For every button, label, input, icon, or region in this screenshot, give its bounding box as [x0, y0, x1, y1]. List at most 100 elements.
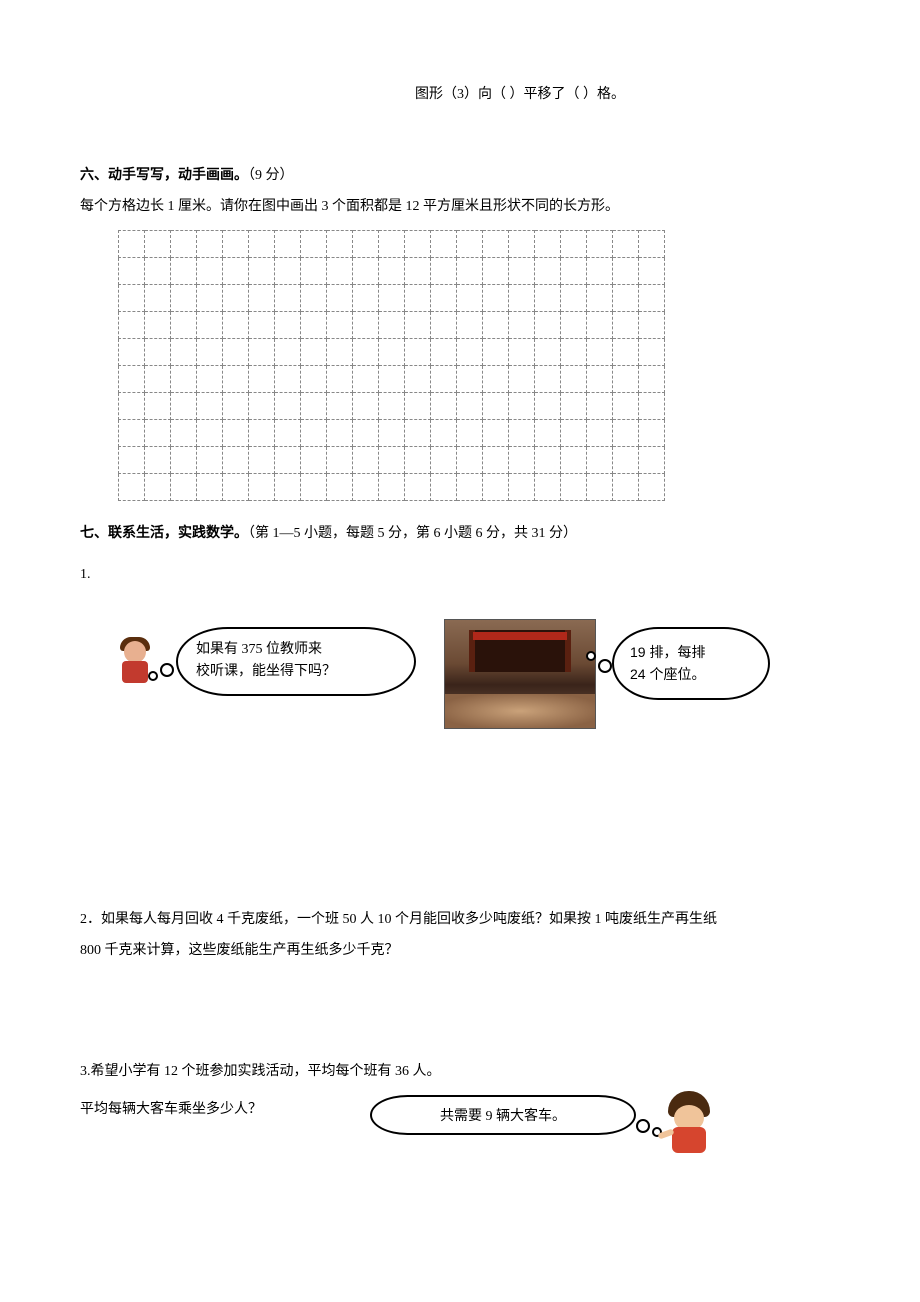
grid-cell [535, 393, 561, 420]
grid-cell [119, 285, 145, 312]
grid-cell [509, 366, 535, 393]
grid-cell [249, 420, 275, 447]
grid-cell [613, 339, 639, 366]
grid-cell [483, 285, 509, 312]
grid-cell [561, 366, 587, 393]
grid-cell [353, 231, 379, 258]
grid-cell [301, 366, 327, 393]
grid-cell [119, 447, 145, 474]
grid-cell [431, 447, 457, 474]
grid-cell [353, 474, 379, 501]
grid-cell [327, 474, 353, 501]
grid-cell [483, 339, 509, 366]
grid-cell [171, 339, 197, 366]
grid-cell [561, 474, 587, 501]
grid-cell [171, 366, 197, 393]
section6-title: 六、动手写写，动手画画。（9 分） [80, 161, 840, 192]
grid-cell [249, 393, 275, 420]
grid-cell [197, 258, 223, 285]
q1-left-line1: 如果有 375 位教师来 [196, 642, 322, 657]
section6-title-text: 六、动手写写，动手画画。 [80, 168, 248, 183]
grid-cell [431, 312, 457, 339]
grid-cell [457, 258, 483, 285]
grid-cell [509, 447, 535, 474]
grid-cell [223, 366, 249, 393]
grid-cell [197, 474, 223, 501]
grid-cell [483, 366, 509, 393]
q2-line1: 2．如果每人每月回收 4 千克废纸，一个班 50 人 10 个月能回收多少吨废纸… [80, 905, 840, 936]
grid-cell [587, 339, 613, 366]
grid-cell [613, 447, 639, 474]
q1-left-line2: 校听课，能坐得下吗？ [196, 664, 336, 679]
grid-cell [509, 420, 535, 447]
grid-cell [613, 231, 639, 258]
shape3-translation-line: 图形（3）向（ ）平移了（ ）格。 [415, 80, 840, 111]
grid-cell [379, 339, 405, 366]
grid-cell [535, 285, 561, 312]
q1-right-speech-bubble: 19 排，每排 24 个座位。 [612, 627, 770, 700]
grid-cell [327, 258, 353, 285]
grid-cell [275, 312, 301, 339]
grid-cell [587, 312, 613, 339]
grid-cell [145, 258, 171, 285]
grid-cell [171, 258, 197, 285]
grid-cell [379, 420, 405, 447]
grid-cell [639, 231, 665, 258]
grid-cell [327, 447, 353, 474]
grid-cell [483, 393, 509, 420]
grid-cell [119, 339, 145, 366]
grid-cell [119, 231, 145, 258]
grid-cell [119, 312, 145, 339]
grid-cell [145, 339, 171, 366]
grid-cell [249, 285, 275, 312]
grid-cell [301, 447, 327, 474]
grid-cell [223, 447, 249, 474]
grid-cell [119, 474, 145, 501]
grid-cell [223, 474, 249, 501]
grid-cell [639, 312, 665, 339]
grid-cell [379, 366, 405, 393]
q1-workspace [80, 765, 840, 905]
grid-cell [457, 312, 483, 339]
grid-cell [639, 366, 665, 393]
grid-cell [379, 312, 405, 339]
grid-cell [145, 312, 171, 339]
grid-cell [171, 285, 197, 312]
grid-cell [431, 285, 457, 312]
grid-cell [613, 420, 639, 447]
grid-cell [353, 285, 379, 312]
grid-cell [275, 285, 301, 312]
grid-cell [197, 420, 223, 447]
grid-cell [301, 285, 327, 312]
grid-cell [613, 366, 639, 393]
grid-cell [197, 393, 223, 420]
grid-cell [301, 474, 327, 501]
grid-cell [119, 366, 145, 393]
grid-cell [197, 312, 223, 339]
grid-cell [145, 393, 171, 420]
grid-cell [535, 420, 561, 447]
q3-speech-bubble: 共需要 9 辆大客车。 [370, 1095, 636, 1135]
grid-cell [171, 474, 197, 501]
grid-cell [223, 285, 249, 312]
grid-cell [275, 447, 301, 474]
grid-cell [327, 393, 353, 420]
section7-score: （第 1—5 小题，每题 5 分，第 6 小题 6 分，共 31 分） [248, 526, 577, 541]
grid-cell [353, 258, 379, 285]
q1-right-line1: 19 排，每排 [630, 644, 705, 660]
grid-cell [535, 339, 561, 366]
q3-figure: 平均每辆大客车乘坐多少人？ 共需要 9 辆大客车。 [80, 1095, 840, 1175]
grid-cell [431, 258, 457, 285]
grid-cell [249, 258, 275, 285]
grid-cell [249, 231, 275, 258]
grid-cell [457, 366, 483, 393]
grid-cell [483, 447, 509, 474]
grid-cell [145, 231, 171, 258]
grid-cell [223, 258, 249, 285]
grid-cell [535, 312, 561, 339]
grid-cell [171, 420, 197, 447]
grid-cell [639, 393, 665, 420]
grid-cell [379, 258, 405, 285]
grid-cell [431, 366, 457, 393]
grid-cell [587, 420, 613, 447]
